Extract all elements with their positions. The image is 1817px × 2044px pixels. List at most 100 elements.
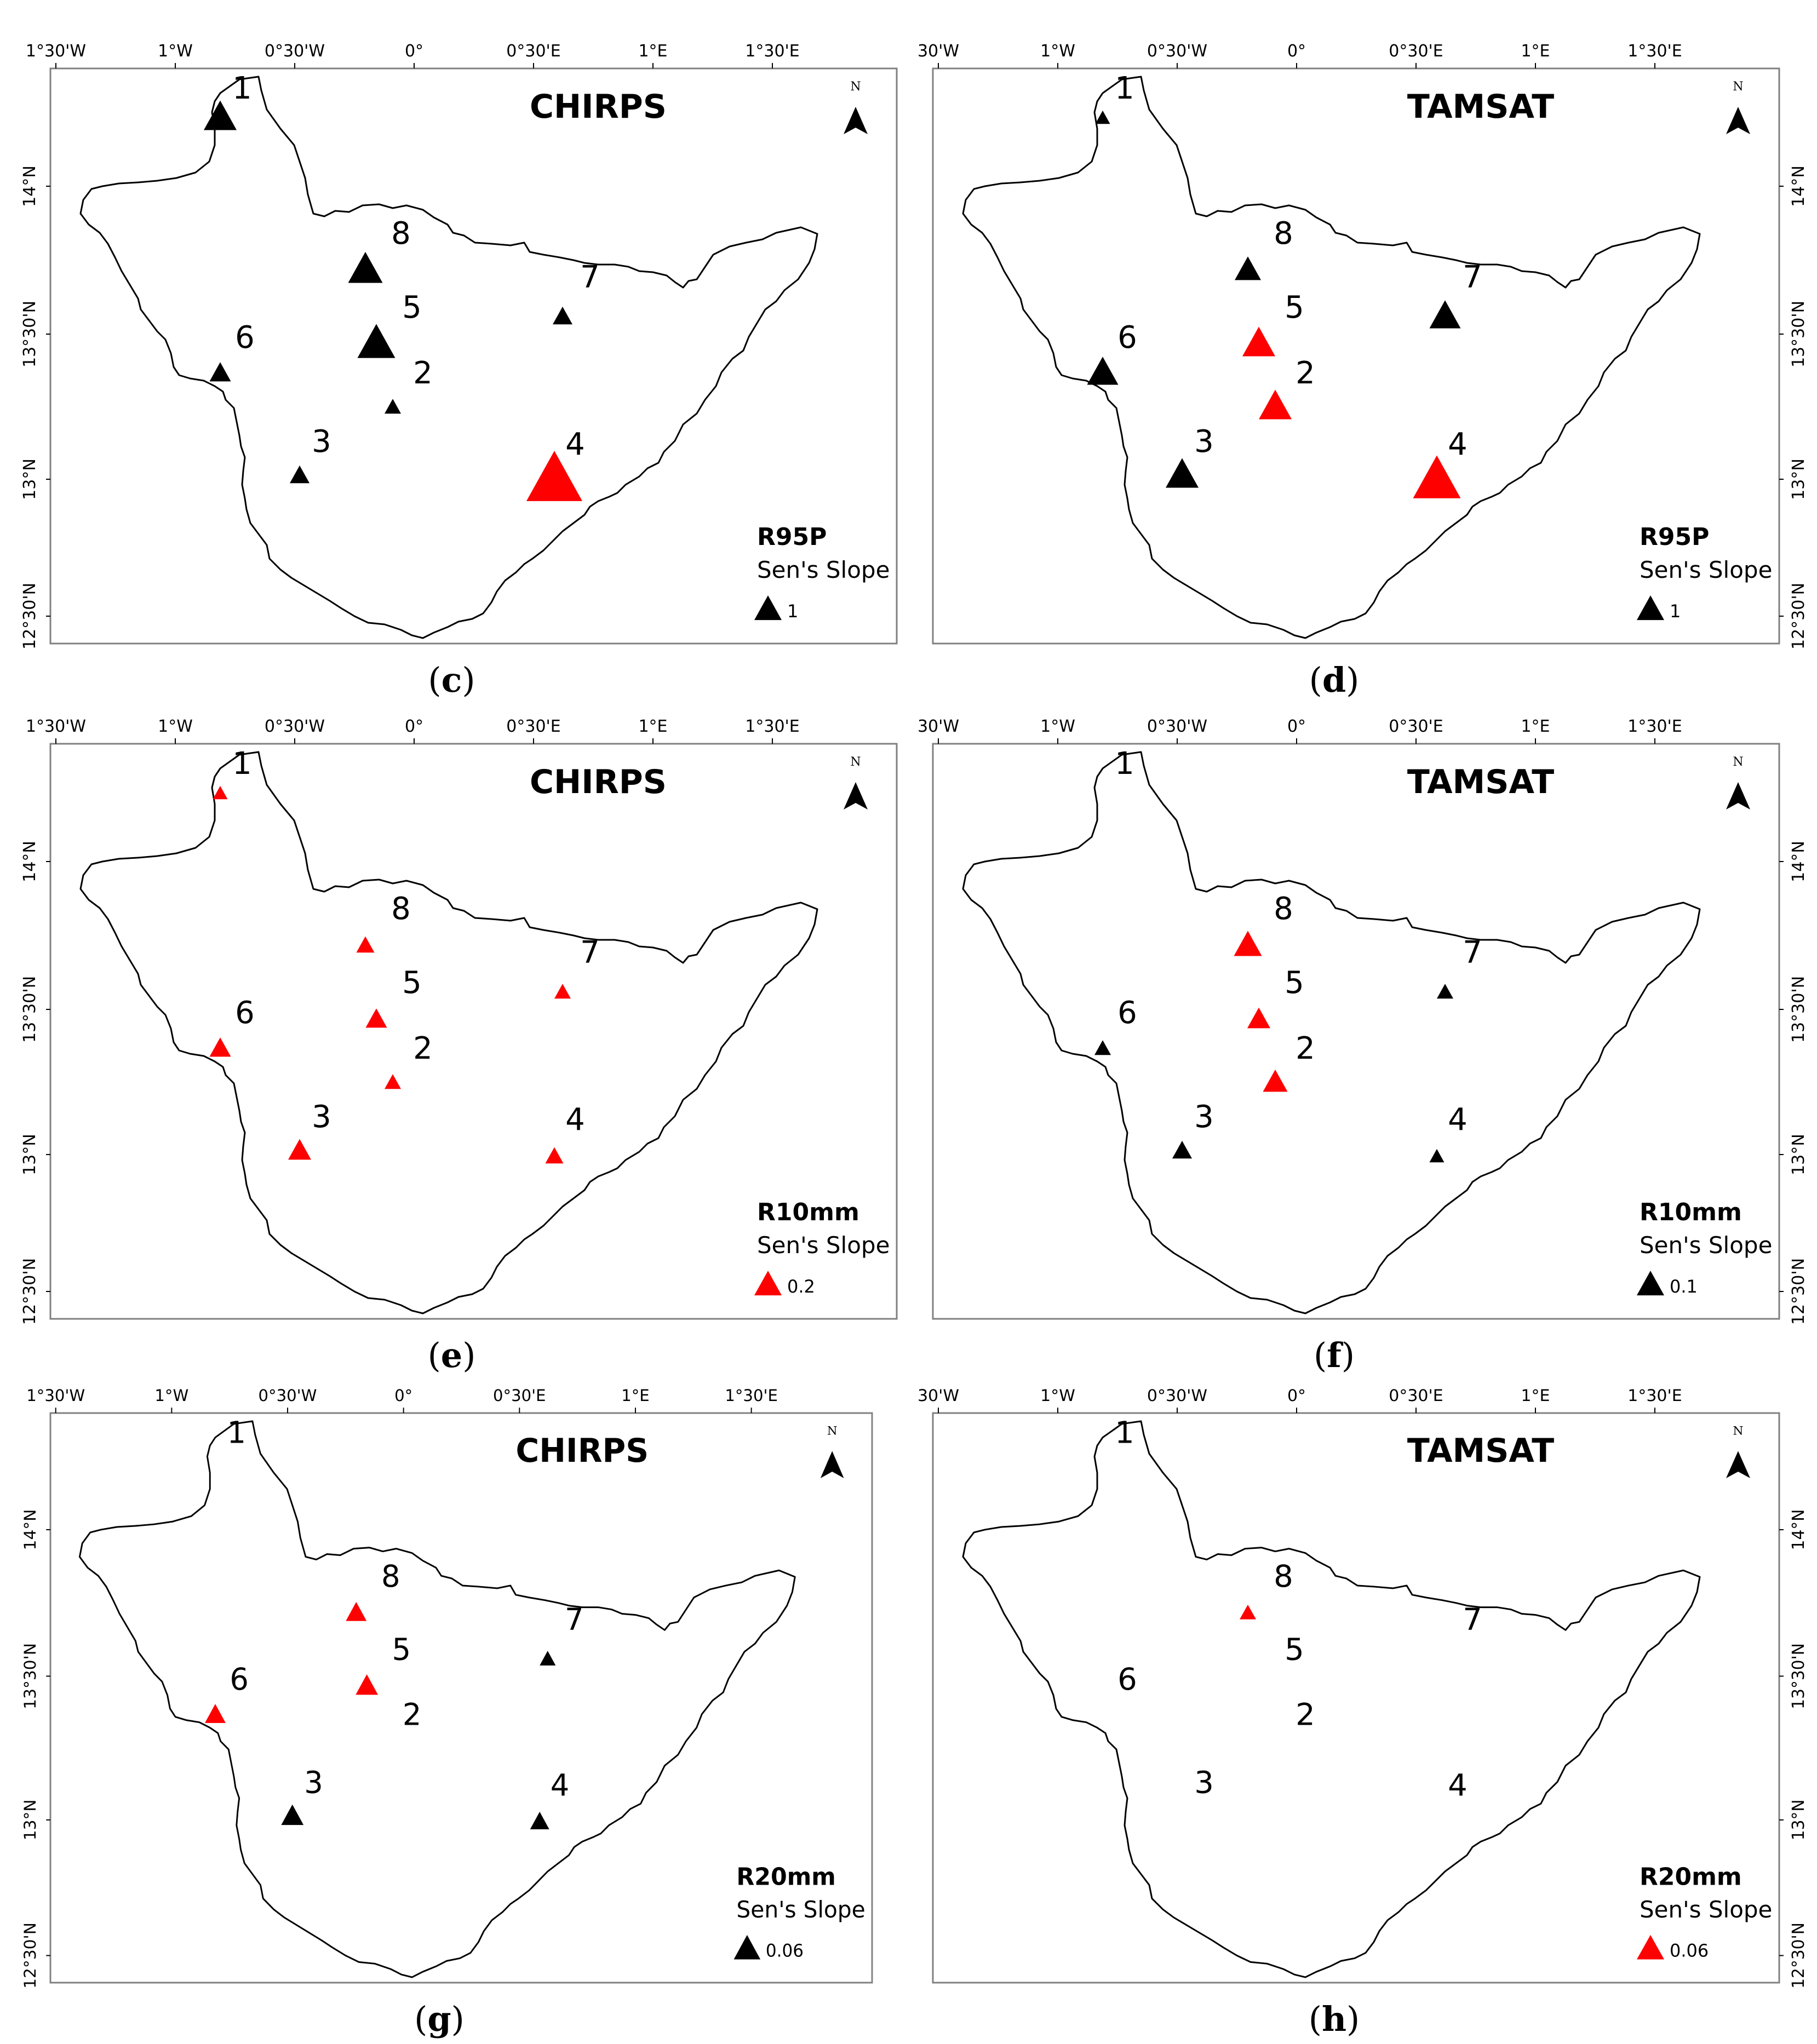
y-tick-label: 12°30'N bbox=[1789, 583, 1808, 650]
station-label-1: 1 bbox=[1115, 746, 1134, 782]
station-label-4: 4 bbox=[565, 427, 585, 462]
legend-index: R20mm bbox=[1640, 1863, 1742, 1891]
station-marker-8 bbox=[1240, 1604, 1256, 1620]
legend-index: R10mm bbox=[757, 1198, 859, 1226]
svg-text:N: N bbox=[850, 755, 861, 769]
y-tick-label: 13°30'N bbox=[21, 1643, 39, 1709]
north-arrow-icon: N bbox=[1726, 1425, 1750, 1478]
x-tick-label: 1°W bbox=[158, 42, 193, 61]
x-tick-label: 1°30'E bbox=[745, 717, 799, 736]
station-marker-6 bbox=[209, 362, 231, 382]
station-marker-7 bbox=[554, 984, 571, 999]
north-arrow-icon: N bbox=[844, 80, 868, 134]
x-tick-label: 0°30'E bbox=[1389, 1386, 1443, 1405]
map-frame bbox=[49, 743, 898, 1320]
station-label-1: 1 bbox=[232, 746, 252, 782]
map-frame bbox=[49, 67, 898, 645]
x-tick-label: 0° bbox=[1287, 717, 1306, 736]
y-tick-label: 12°30'N bbox=[1789, 1922, 1808, 1989]
x-tick-label: 0° bbox=[394, 1386, 412, 1405]
svg-text:N: N bbox=[1733, 1425, 1743, 1438]
station-marker-6 bbox=[1094, 1040, 1111, 1055]
map-frame bbox=[49, 1412, 873, 1984]
legend-index: R20mm bbox=[736, 1863, 835, 1891]
station-marker-5 bbox=[356, 1674, 379, 1695]
station-label-6: 6 bbox=[235, 320, 255, 355]
y-tick-label: 13°30'N bbox=[20, 301, 39, 368]
y-tick-label: 13°N bbox=[1789, 458, 1808, 500]
station-label-1: 1 bbox=[227, 1415, 247, 1450]
x-tick-label: 0°30'E bbox=[506, 42, 560, 61]
station-label-4: 4 bbox=[1448, 1768, 1468, 1804]
y-tick-label: 13°N bbox=[20, 458, 39, 500]
y-tick-label: 12°30'N bbox=[20, 1258, 39, 1325]
x-tick-label: 0°30'E bbox=[1389, 42, 1443, 61]
basin-boundary bbox=[962, 1420, 1701, 1978]
station-marker-3 bbox=[1166, 458, 1199, 488]
dataset-title: TAMSAT bbox=[1407, 763, 1554, 801]
north-arrow-icon: N bbox=[1726, 755, 1750, 809]
station-marker-3 bbox=[281, 1804, 304, 1825]
station-label-8: 8 bbox=[391, 891, 411, 927]
panel-caption-c: (c) bbox=[428, 660, 475, 700]
north-arrow-icon: N bbox=[820, 1424, 844, 1478]
station-label-3: 3 bbox=[312, 1099, 331, 1135]
x-tick-label: 0° bbox=[1287, 42, 1306, 61]
y-tick-label: 13°30'N bbox=[1789, 301, 1808, 368]
x-tick-label: 1°E bbox=[1521, 42, 1550, 61]
station-label-7: 7 bbox=[565, 1602, 584, 1638]
x-tick-label: 0°30'W bbox=[1147, 717, 1207, 736]
station-label-2: 2 bbox=[413, 1031, 433, 1066]
north-arrow-icon: N bbox=[1726, 80, 1750, 134]
station-marker-5 bbox=[1247, 1007, 1270, 1029]
station-label-8: 8 bbox=[1274, 1559, 1293, 1594]
y-tick-label: 13°N bbox=[1789, 1134, 1808, 1175]
panel-caption-f: (f) bbox=[1313, 1335, 1355, 1375]
basin-boundary bbox=[79, 76, 818, 639]
legend-index: R95P bbox=[757, 523, 827, 551]
legend-index: R95P bbox=[1640, 523, 1709, 551]
x-tick-label: 1°W bbox=[1040, 1386, 1075, 1405]
station-marker-5 bbox=[1242, 326, 1275, 357]
dataset-title: CHIRPS bbox=[530, 763, 667, 801]
map-frame bbox=[932, 1412, 1780, 1984]
legend-value: 0.2 bbox=[787, 1276, 815, 1297]
legend-marker bbox=[1637, 1934, 1664, 1960]
x-tick-label: 1°W bbox=[1040, 42, 1075, 61]
x-tick-label: 30'W bbox=[918, 717, 959, 736]
station-label-7: 7 bbox=[580, 935, 600, 971]
legend-subtitle: Sen's Slope bbox=[736, 1897, 865, 1923]
station-marker-4 bbox=[526, 451, 582, 501]
station-label-1: 1 bbox=[232, 71, 252, 106]
legend-value: 1 bbox=[787, 601, 798, 622]
basin-boundary bbox=[962, 76, 1701, 639]
x-tick-label: 0° bbox=[1287, 1386, 1306, 1405]
station-label-5: 5 bbox=[1285, 965, 1304, 1001]
station-marker-4 bbox=[530, 1811, 549, 1830]
x-tick-label: 1°30'E bbox=[1627, 1386, 1682, 1405]
station-marker-7 bbox=[1429, 300, 1461, 329]
y-tick-label: 13°30'N bbox=[1789, 1643, 1808, 1709]
dataset-title: CHIRPS bbox=[516, 1432, 649, 1470]
station-marker-8 bbox=[1234, 931, 1262, 956]
x-tick-label: 1°30'W bbox=[26, 717, 86, 736]
x-tick-label: 1°E bbox=[638, 717, 667, 736]
x-tick-label: 0°30'W bbox=[265, 717, 325, 736]
station-label-4: 4 bbox=[565, 1102, 585, 1138]
station-marker-6 bbox=[209, 1037, 231, 1057]
x-tick-label: 1°30'E bbox=[1627, 717, 1682, 736]
station-label-1: 1 bbox=[1115, 71, 1134, 106]
x-tick-label: 0°30'W bbox=[259, 1386, 317, 1405]
station-marker-1 bbox=[213, 785, 228, 800]
x-tick-label: 1°E bbox=[1521, 717, 1550, 736]
station-marker-2 bbox=[1263, 1069, 1288, 1092]
legend-marker bbox=[1637, 1271, 1664, 1296]
map-frame bbox=[932, 743, 1780, 1320]
svg-text:N: N bbox=[1733, 755, 1743, 769]
legend-value: 0.1 bbox=[1670, 1276, 1698, 1297]
